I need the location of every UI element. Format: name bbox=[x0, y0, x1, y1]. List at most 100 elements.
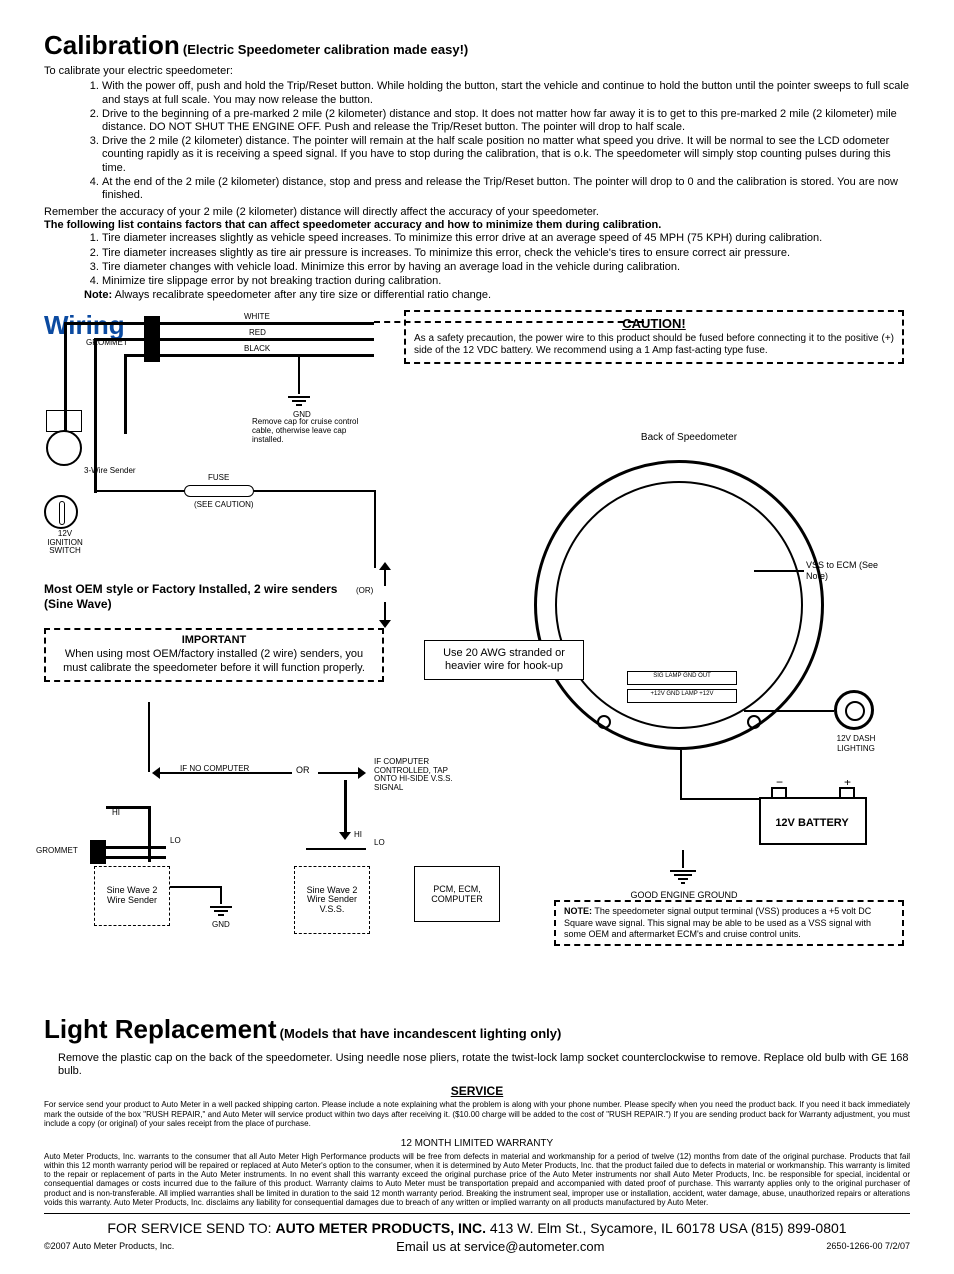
calibration-factors: Tire diameter increases slightly as vehi… bbox=[102, 232, 910, 288]
light-body: Remove the plastic cap on the back of th… bbox=[58, 1052, 910, 1078]
gnd2-h bbox=[170, 886, 222, 888]
footer-b: AUTO METER PRODUCTS, INC. bbox=[275, 1220, 486, 1236]
cal-factor: Tire diameter changes with vehicle load.… bbox=[102, 261, 910, 274]
arr-dn bbox=[384, 602, 386, 620]
or-right bbox=[318, 772, 358, 774]
three-wire-label: 3-Wire Sender bbox=[84, 466, 136, 476]
svg-text:−: − bbox=[776, 780, 783, 789]
grommet2-label: GROMMET bbox=[36, 846, 78, 856]
or-label: (OR) bbox=[356, 586, 373, 596]
hi-drop bbox=[148, 806, 151, 862]
ignition-switch-icon bbox=[44, 495, 78, 529]
bat-h bbox=[680, 798, 760, 800]
back-speedo-label: Back of Speedometer bbox=[629, 432, 749, 444]
gnd-drop bbox=[298, 354, 300, 394]
w-h bbox=[64, 322, 154, 325]
main-drop bbox=[374, 490, 376, 568]
calibration-factors-head: The following list contains factors that… bbox=[44, 219, 910, 232]
sig-dash bbox=[374, 321, 644, 323]
calibration-title: Calibration bbox=[44, 30, 180, 60]
note-label: Note: bbox=[84, 289, 112, 301]
cruise-cap-text: Remove cap for cruise control cable, oth… bbox=[252, 418, 372, 444]
vss-label: VSS to ECM (See Note) bbox=[806, 560, 886, 582]
warranty-body: Auto Meter Products, Inc. warrants to th… bbox=[44, 1152, 910, 1207]
sender2-box: Sine Wave 2 Wire Sender V.S.S. bbox=[294, 866, 370, 934]
svg-text:+: + bbox=[844, 780, 851, 789]
cal-step: Drive the 2 mile (2 kilometer) distance.… bbox=[102, 135, 910, 175]
hi2-drop bbox=[344, 780, 347, 836]
fuse-label: FUSE bbox=[208, 473, 229, 483]
black-label: BLACK bbox=[244, 344, 270, 354]
sender1-box: Sine Wave 2 Wire Sender bbox=[94, 866, 170, 926]
if-comp: IF COMPUTER CONTROLLED, TAP ONTO HI-SIDE… bbox=[374, 758, 464, 792]
bat-up bbox=[680, 750, 682, 800]
footer-a: FOR SERVICE SEND TO: bbox=[107, 1220, 275, 1236]
arrow-down2-icon bbox=[339, 832, 351, 840]
footer-email: Email us at service@autometer.com bbox=[396, 1239, 604, 1255]
separator bbox=[44, 1213, 910, 1214]
black-wire bbox=[154, 354, 374, 357]
egnd-drop bbox=[682, 850, 684, 868]
three-wire-sender-icon bbox=[46, 430, 82, 466]
fuse-l bbox=[94, 490, 184, 492]
service-body: For service send your product to Auto Me… bbox=[44, 1100, 910, 1128]
pcm-box: PCM, ECM, COMPUTER bbox=[414, 866, 500, 922]
arrow-up-icon bbox=[379, 562, 391, 570]
light-subtitle: (Models that have incandescent lighting … bbox=[280, 1026, 562, 1041]
calibration-note: Note: Always recalibrate speedometer aft… bbox=[84, 289, 910, 302]
gnd2 bbox=[210, 904, 232, 918]
footer-c: 413 W. Elm St., Sycamore, IL 60178 USA (… bbox=[486, 1220, 847, 1236]
cal-step: With the power off, push and hold the Tr… bbox=[102, 80, 910, 106]
note-text: Always recalibrate speedometer after any… bbox=[115, 289, 491, 301]
white-wire bbox=[154, 322, 374, 325]
battery-icon: 12V BATTERY − + bbox=[754, 780, 874, 854]
calibration-intro: To calibrate your electric speedometer: bbox=[44, 65, 910, 78]
cal-factor: Tire diameter increases slightly as vehi… bbox=[102, 232, 910, 245]
lo-line bbox=[106, 846, 166, 849]
b-drop bbox=[124, 354, 127, 434]
cal-factor: Minimize tire slippage error by not brea… bbox=[102, 275, 910, 288]
important-box: IMPORTANT When using most OEM/factory in… bbox=[44, 628, 384, 681]
or-mid: OR bbox=[296, 765, 310, 776]
arr-up bbox=[384, 568, 386, 586]
footer-row: ©2007 Auto Meter Products, Inc. Email us… bbox=[44, 1239, 910, 1255]
dash-light-label: 12V DASH LIGHTING bbox=[826, 734, 886, 753]
fuse-r bbox=[254, 490, 374, 492]
cal-factor: Tire diameter increases slightly as tire… bbox=[102, 247, 910, 260]
cal-step: Drive to the beginning of a pre-marked 2… bbox=[102, 108, 910, 134]
gnd2-label: GND bbox=[212, 920, 230, 930]
gnd-symbol bbox=[288, 394, 310, 408]
see-caution: (SEE CAUTION) bbox=[194, 500, 254, 510]
awg-box: Use 20 AWG stranded or heavier wire for … bbox=[424, 640, 584, 680]
arrow-right-icon bbox=[358, 767, 366, 779]
wiring-title: Wiring bbox=[44, 310, 125, 341]
wiring-diagram: Wiring CAUTION! As a safety precaution, … bbox=[44, 310, 910, 1010]
docnum: 2650-1266-00 7/2/07 bbox=[826, 1241, 910, 1252]
dash-light-icon bbox=[834, 690, 874, 730]
red-label: RED bbox=[249, 328, 266, 338]
important-title: IMPORTANT bbox=[54, 634, 374, 648]
lo2-label: LO bbox=[374, 838, 385, 848]
lo2-line bbox=[306, 848, 366, 850]
r-drop bbox=[94, 338, 97, 493]
light-title: Light Replacement bbox=[44, 1014, 277, 1044]
engine-gnd bbox=[670, 868, 696, 886]
caution-title: CAUTION! bbox=[414, 316, 894, 332]
cal-step: At the end of the 2 mile (2 kilometer) d… bbox=[102, 176, 910, 202]
battery-label: 12V BATTERY bbox=[775, 817, 849, 829]
gnd2-drop bbox=[220, 886, 222, 904]
caution-box: CAUTION! As a safety precaution, the pow… bbox=[404, 310, 904, 363]
vss-line bbox=[754, 570, 804, 572]
fuse-icon bbox=[184, 485, 254, 497]
caution-body: As a safety precaution, the power wire t… bbox=[414, 333, 894, 358]
note-box-label: NOTE: bbox=[564, 906, 592, 916]
ignition-label: 12V IGNITION SWITCH bbox=[40, 530, 90, 555]
important-body: When using most OEM/factory installed (2… bbox=[54, 648, 374, 676]
oem-heading: Most OEM style or Factory Installed, 2 w… bbox=[44, 582, 354, 611]
b-h bbox=[124, 354, 154, 357]
branch-l bbox=[148, 702, 150, 772]
light-section: Light Replacement (Models that have inca… bbox=[44, 1014, 910, 1078]
grommet2-icon bbox=[90, 840, 106, 864]
calibration-steps: With the power off, push and hold the Tr… bbox=[102, 80, 910, 202]
lo-label: LO bbox=[170, 836, 181, 846]
